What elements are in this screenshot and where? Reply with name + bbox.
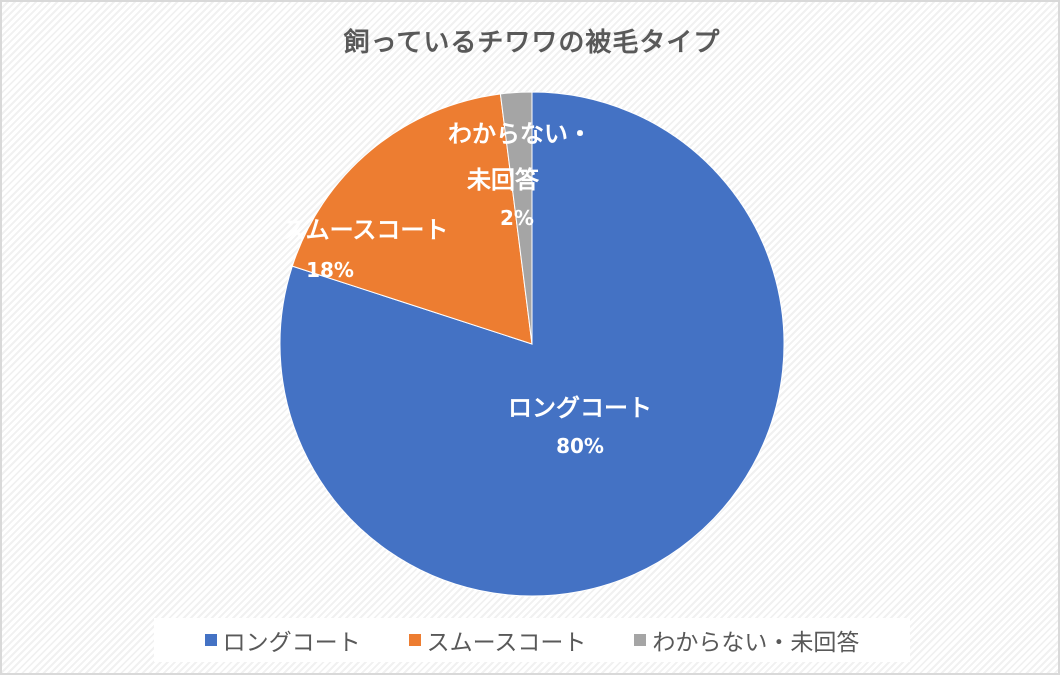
legend-label: わからない・未回答	[652, 630, 860, 656]
data-label-unknown: わからない・ 未回答 2%	[448, 120, 592, 230]
legend-swatch-gray	[634, 634, 647, 646]
data-label-long-coat: ロングコート 80%	[508, 394, 652, 458]
legend-item-long-coat: ロングコート	[204, 623, 361, 657]
legend-item-smooth-coat: スムースコート	[408, 623, 587, 657]
chart-title: 飼っているチワワの被毛タイプ	[343, 28, 721, 58]
pie-slice-unknown	[499, 91, 533, 345]
pie-slice-smooth-coat	[291, 93, 533, 345]
legend-swatch-blue	[204, 634, 217, 646]
legend-item-unknown: わからない・未回答	[634, 623, 859, 657]
legend-label: ロングコート	[222, 630, 361, 656]
data-label-smooth-coat: スムースコート 18%	[281, 216, 449, 282]
legend-label: スムースコート	[426, 630, 587, 656]
legend: ロングコート スムースコート わからない・未回答	[154, 618, 910, 662]
legend-swatch-orange	[408, 634, 421, 646]
